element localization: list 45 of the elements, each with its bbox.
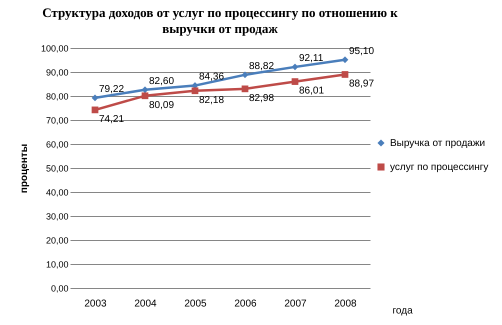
x-tick-label: 2003	[84, 298, 108, 310]
data-label: 92,11	[299, 52, 324, 64]
point	[192, 87, 198, 94]
data-label: 86,01	[299, 86, 324, 97]
x-tick-label: 2005	[184, 298, 208, 310]
point	[142, 86, 148, 94]
point	[242, 71, 248, 78]
y-tick-label: 100,00	[40, 44, 68, 54]
point	[292, 64, 298, 70]
legend-label: Выручка от продажи	[390, 138, 486, 149]
data-label: 79,22	[99, 84, 124, 95]
data-label: 82,98	[249, 92, 274, 104]
data-label: 82,60	[149, 76, 174, 87]
y-tick-label: 60,00	[46, 140, 68, 150]
point	[92, 94, 98, 102]
data-label: 88,97	[349, 78, 374, 90]
chart-title: Структура доходов от услуг по процессингу по отношению к выручки от продаж	[42, 5, 398, 36]
point	[292, 78, 298, 85]
data-label: 74,21	[99, 114, 124, 125]
data-label: 95,10	[349, 46, 374, 57]
data-label: 84,36	[199, 72, 224, 83]
legend-label: услуг по процессингу	[390, 162, 488, 173]
y-tick-label: 0,00	[50, 284, 68, 294]
x-tick-label: 2008	[334, 298, 358, 310]
data-label: 88,82	[249, 60, 274, 72]
y-axis-title: проценты	[18, 144, 30, 194]
y-tick-label: 80,00	[46, 92, 68, 102]
y-tick-label: 50,00	[46, 164, 68, 174]
y-tick-label: 10,00	[46, 260, 68, 270]
y-tick-label: 70,00	[46, 116, 68, 126]
point	[342, 56, 348, 64]
point	[92, 106, 98, 114]
x-tick-label: 2004	[134, 298, 158, 310]
y-tick-label: 40,00	[46, 188, 68, 198]
data-label: 82,18	[199, 94, 224, 106]
y-tick-label: 30,00	[46, 212, 68, 222]
point	[342, 71, 348, 78]
point	[242, 85, 248, 92]
data-label: 80,09	[149, 100, 174, 111]
y-tick-label: 20,00	[46, 236, 68, 246]
x-tick-label: 2007	[284, 298, 308, 310]
x-tick-label: 2006	[234, 298, 258, 310]
x-axis-title: года	[392, 306, 414, 316]
point	[142, 92, 148, 100]
y-tick-label: 90,00	[46, 68, 68, 78]
